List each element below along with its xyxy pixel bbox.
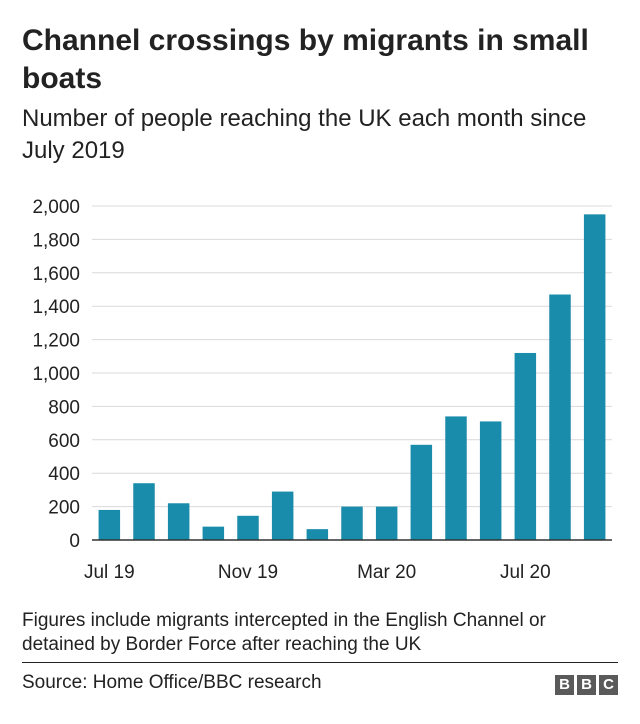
x-tick-label: Nov 19: [218, 562, 278, 583]
source-credit: Source: Home Office/BBC research: [22, 672, 322, 693]
logo-letter: B: [577, 675, 596, 695]
bar: [375, 506, 398, 540]
gridlines: [92, 205, 612, 508]
bar: [514, 352, 537, 540]
bar: [306, 529, 329, 540]
x-tick-label: Jul 19: [84, 562, 135, 583]
y-tick-label: 1,000: [32, 364, 80, 385]
bar: [202, 526, 225, 540]
bar: [167, 503, 190, 540]
bar-chart: 0 200 400 600 800 1,000 1,200 1,400 1,600 1,800 2,…: [32, 197, 612, 583]
y-tick-label: 1,600: [32, 264, 80, 285]
y-tick-label: 0: [69, 531, 80, 552]
y-tick-label: 1,400: [32, 297, 80, 318]
bar: [341, 506, 363, 540]
bar: [479, 421, 502, 540]
y-tick-label: 400: [48, 464, 80, 485]
x-tick-label: Jul 20: [500, 562, 551, 583]
y-tick-label: 1,200: [32, 331, 80, 352]
bar: [410, 444, 433, 540]
bar: [445, 416, 467, 540]
y-tick-label: 1,800: [32, 230, 80, 251]
bbc-logo: B B C: [555, 675, 618, 695]
bar: [549, 294, 571, 540]
bars: [98, 214, 606, 540]
x-tick-label: Mar 20: [357, 562, 416, 583]
divider: [22, 662, 618, 663]
y-tick-label: 800: [48, 397, 80, 418]
y-tick-label: 600: [48, 431, 80, 452]
footnote: Figures include migrants intercepted in …: [22, 610, 546, 655]
y-axis-labels: 0 200 400 600 800 1,000 1,200 1,400 1,600 1,800 2,…: [32, 197, 80, 552]
y-tick-label: 2,000: [32, 197, 80, 218]
chart-subtitle: Number of people reaching the UK each mo…: [22, 105, 587, 164]
bar: [133, 483, 155, 540]
logo-letter: B: [555, 675, 574, 695]
x-axis-labels: Jul 19 Nov 19 Mar 20 Jul 20: [84, 562, 551, 583]
logo-letter: C: [599, 675, 618, 695]
bar: [271, 491, 294, 540]
bar: [583, 214, 606, 540]
bar: [237, 515, 259, 540]
chart-title: Channel crossings by migrants in small b…: [22, 24, 589, 95]
bar: [98, 509, 121, 540]
y-tick-label: 200: [48, 498, 80, 519]
